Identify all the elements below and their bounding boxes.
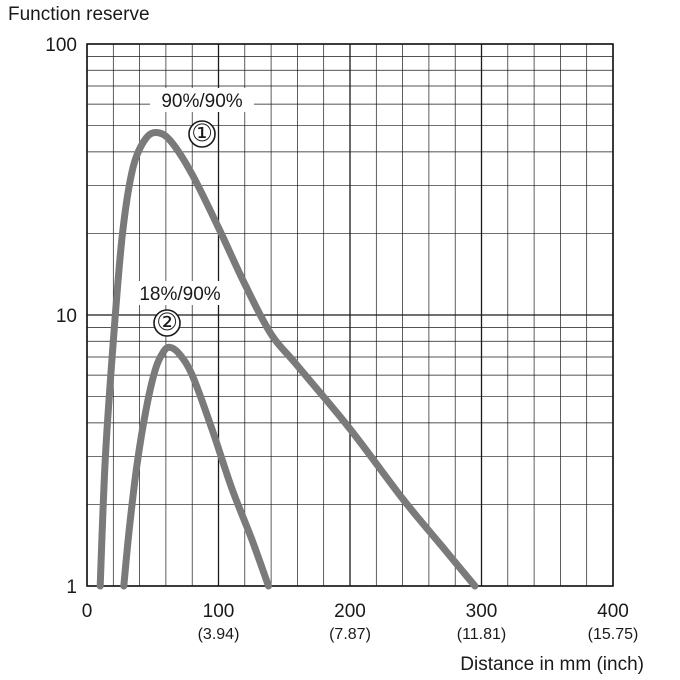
series-label-background [150,88,254,112]
plot-frame [86,43,614,587]
x-axis-label: Distance in mm (inch) [460,654,644,675]
x-tick-sublabel: (11.81) [457,626,507,643]
series-line-2 [120,343,272,590]
x-tick-sublabel: (15.75) [588,626,639,643]
series-marker-circle [188,120,216,148]
series-marker-2: ② [156,309,178,336]
x-tick-label: 200 [334,601,366,622]
x-tick-label: 100 [203,601,235,622]
x-tick-sublabel: (7.87) [329,626,371,643]
series-label-background [128,281,232,305]
series-marker-circle [153,309,181,337]
x-tick-label: 0 [82,601,93,622]
y-tick-label: 1 [66,577,77,598]
tick-labels: 1 10 100 0 100 (3.94) 200 (7.87) 300 (11.81) 400 (1… [45,35,638,643]
y-tick-label: 100 [45,35,77,56]
curves [96,129,479,590]
y-axis-label: Function reserve [8,4,150,25]
series-label-1: 90%/90% [161,91,242,112]
x-tick-label: 300 [466,601,498,622]
series-marker-1: ① [191,120,213,147]
y-tick-label: 10 [56,306,77,327]
x-tick-sublabel: (3.94) [198,626,240,643]
series-labels: 90%/90% ① 18%/90% ② [128,88,254,337]
x-tick-label: 400 [597,601,629,622]
grid-lines [86,43,614,587]
series-line-1 [96,129,479,590]
series-label-2: 18%/90% [139,284,220,305]
